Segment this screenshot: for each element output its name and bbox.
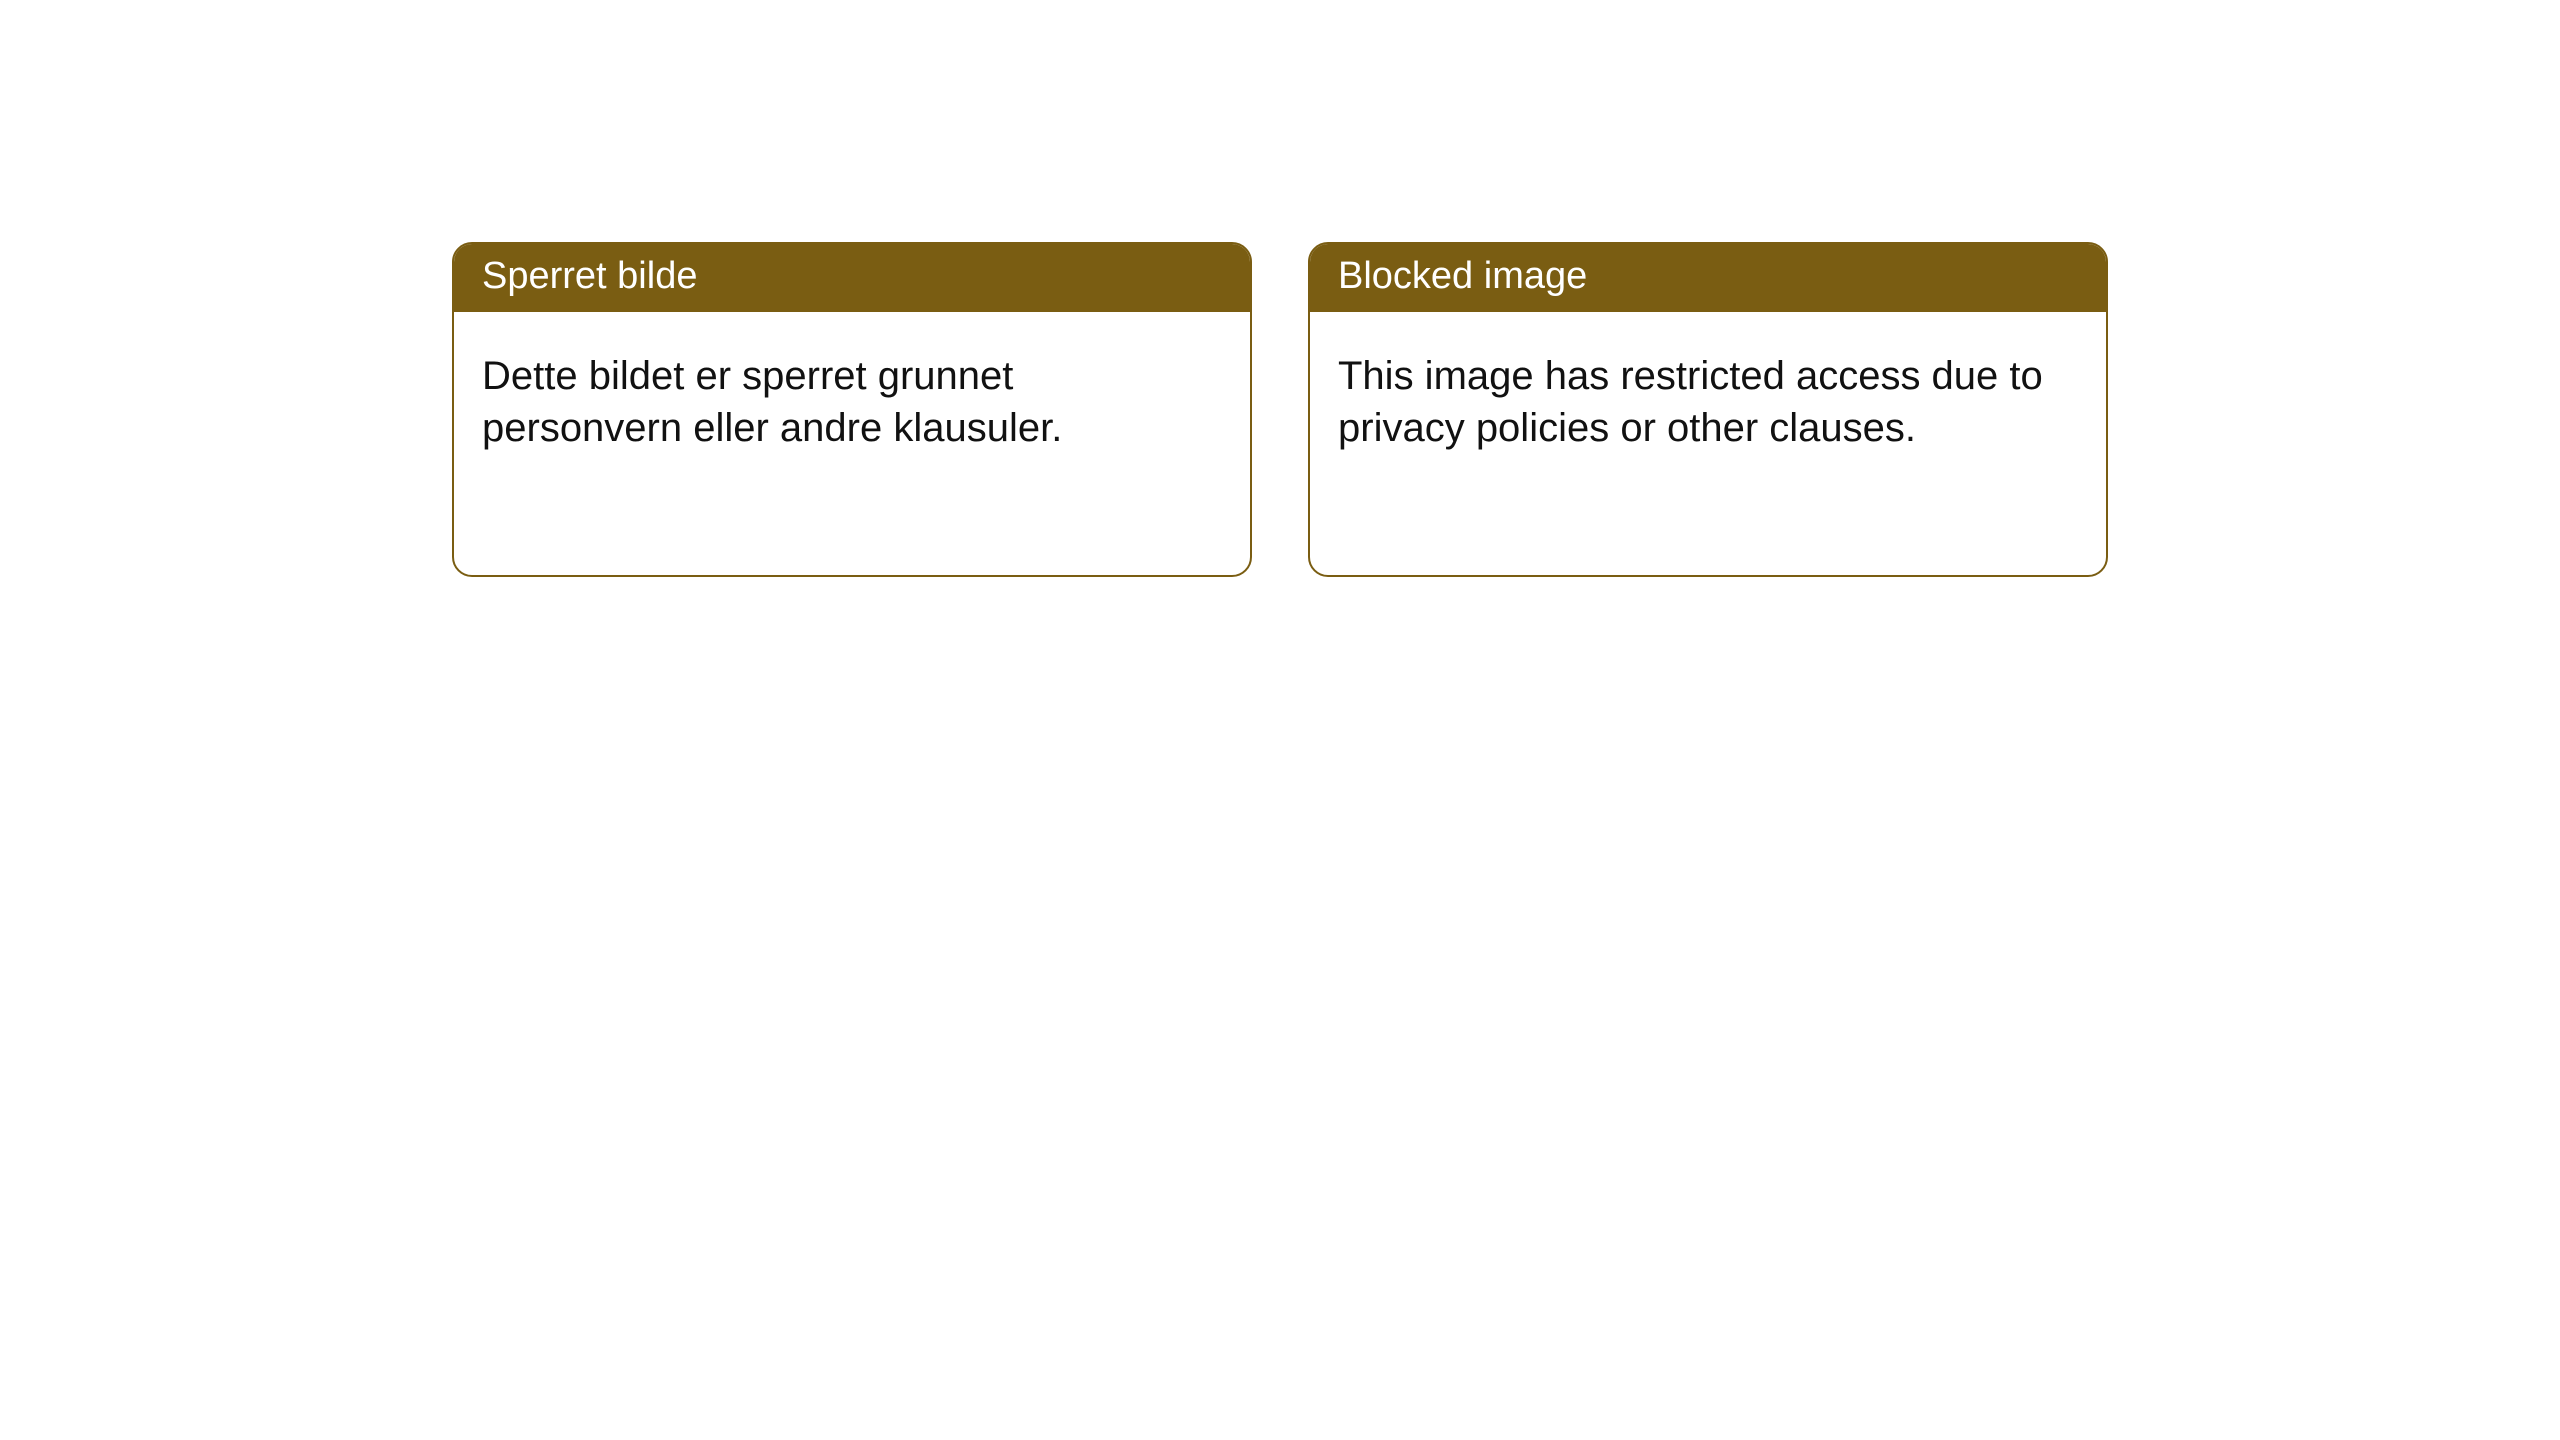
- notice-title-en: Blocked image: [1310, 244, 2106, 312]
- notice-title-no: Sperret bilde: [454, 244, 1250, 312]
- notices-container: Sperret bilde Dette bildet er sperret gr…: [0, 0, 2560, 1440]
- notice-body-no: Dette bildet er sperret grunnet personve…: [454, 312, 1250, 482]
- blocked-image-notice-no: Sperret bilde Dette bildet er sperret gr…: [452, 242, 1252, 577]
- notice-body-en: This image has restricted access due to …: [1310, 312, 2106, 482]
- blocked-image-notice-en: Blocked image This image has restricted …: [1308, 242, 2108, 577]
